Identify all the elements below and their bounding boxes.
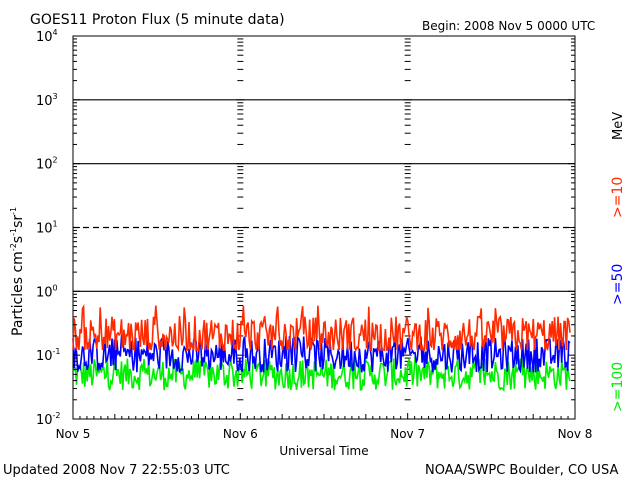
series-line <box>72 303 571 352</box>
updated-time: Updated 2008 Nov 7 22:55:03 UTC <box>3 463 230 478</box>
legend-entry: >=100 <box>610 362 626 412</box>
data-layer <box>72 303 571 393</box>
y-tick-label: 101 <box>36 220 58 237</box>
x-tick-label: Nov 6 <box>223 427 258 441</box>
x-axis-label: Universal Time <box>279 444 368 458</box>
legend-entry: >=10 <box>610 177 626 218</box>
y-axis-label: Particles cm-2s-1sr-1 <box>9 207 26 336</box>
y-tick-label: 100 <box>36 283 58 300</box>
x-tick-label: Nov 7 <box>390 427 425 441</box>
series-line <box>72 355 571 393</box>
legend: MeV >=10 >=50 >=100 <box>610 112 626 412</box>
credit-text: NOAA/SWPC Boulder, CO USA <box>425 463 618 478</box>
x-axis-ticks: Nov 5 Nov 6 Nov 7 Nov 8 <box>56 413 593 441</box>
y-tick-label: 102 <box>36 156 58 173</box>
y-axis-ticks: 10-2 10-1 100 101 102 103 104 <box>36 28 575 428</box>
y-tick-label: 104 <box>36 28 58 45</box>
legend-entry: >=50 <box>610 264 626 305</box>
y-tick-label: 10-2 <box>36 411 61 428</box>
legend-unit: MeV <box>611 112 626 140</box>
begin-time: Begin: 2008 Nov 5 0000 UTC <box>422 19 595 33</box>
x-tick-label: Nov 5 <box>56 427 91 441</box>
y-tick-label: 10-1 <box>36 347 61 364</box>
x-tick-label: Nov 8 <box>558 427 593 441</box>
y-tick-label: 103 <box>36 92 58 109</box>
chart-title: GOES11 Proton Flux (5 minute data) <box>30 12 285 28</box>
